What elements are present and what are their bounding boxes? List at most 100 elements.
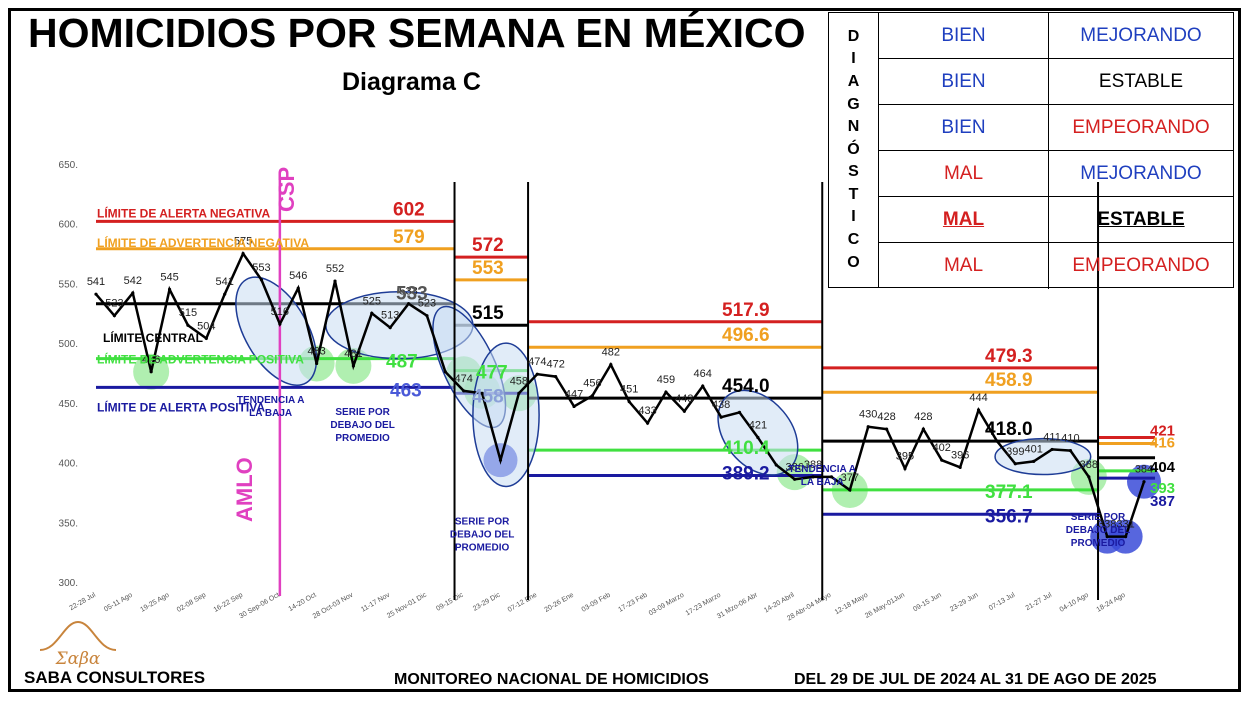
series-point [535, 372, 539, 376]
series-point [388, 326, 392, 330]
x-tick-label: 22-28 Jul [69, 591, 98, 612]
data-label: 516 [271, 306, 289, 318]
x-tick-label: 14-20 Oct [288, 592, 318, 613]
series-point [1068, 449, 1073, 453]
x-tick-label: 03-09 Feb [581, 592, 612, 614]
data-label: 575 [234, 236, 252, 248]
series-point [645, 421, 650, 425]
data-label: 395 [896, 451, 914, 463]
series-point [241, 251, 245, 256]
limit-value-label: 477 [476, 363, 508, 384]
series-point [351, 364, 356, 368]
limit-value-label: 377.1 [985, 482, 1033, 503]
data-label: 428 [914, 411, 932, 423]
x-tick-label: 31 Mzo-06 Abr [716, 591, 760, 620]
series-point [296, 286, 300, 290]
data-label: 483 [307, 345, 325, 357]
diagnostic-row: MAL ESTABLE [879, 197, 1233, 243]
x-tick-label: 28 Oct-03 Nov [312, 591, 355, 620]
diagnostic-table: DIAGNÓSTICO BIEN MEJORANDO BIEN ESTABLE BIEN… [828, 12, 1234, 289]
x-tick-label: 14-20 Abril [763, 591, 796, 614]
data-label: 545 [160, 271, 178, 283]
y-tick-label: 550. [59, 279, 78, 290]
diagnostic-status: BIEN [879, 105, 1049, 150]
limit-value-label: 389.2 [722, 463, 770, 484]
diagnostic-trend: ESTABLE [1097, 208, 1185, 230]
pattern-annotation: DEBAJO DEL [1066, 525, 1130, 536]
data-label: 388 [1080, 459, 1098, 471]
limit-value-label: 572 [472, 235, 504, 256]
limit-value-label: 463 [390, 380, 422, 401]
series-point [186, 323, 190, 327]
data-label: 546 [289, 270, 307, 282]
limit-value-label: 496.6 [722, 325, 770, 346]
series-point [976, 408, 981, 412]
pattern-annotation: PROMEDIO [1071, 538, 1126, 549]
pattern-annotation: LA BAJA [249, 408, 292, 419]
limit-value-label: 458.9 [985, 370, 1033, 391]
series-point [480, 391, 484, 395]
data-label: 541 [216, 276, 234, 288]
data-label: 444 [969, 392, 987, 404]
series-point [1013, 462, 1017, 466]
pattern-annotation: SERIE POR [1071, 512, 1126, 523]
series-point [149, 370, 153, 374]
limit-value-label: 418.0 [985, 419, 1033, 440]
series-point [94, 292, 98, 296]
series-point [866, 425, 870, 429]
data-label: 533 [399, 286, 417, 298]
x-tick-label: 23-29 Dic [472, 591, 502, 612]
data-label: 474 [528, 356, 546, 368]
diagnostic-trend: EMPEORANDO [1072, 116, 1210, 138]
legend-central: LÍMITE CENTRAL [103, 330, 203, 345]
limit-value-label: 517.9 [722, 300, 770, 321]
series-point [406, 302, 411, 306]
data-label: 377 [841, 472, 859, 484]
series-point [719, 415, 723, 419]
data-label: 338 [1098, 519, 1116, 531]
pattern-ellipse [472, 342, 540, 488]
data-label: 401 [1025, 443, 1043, 455]
series-point [829, 475, 834, 479]
legend-negative-alert: LÍMITE DE ALERTA NEGATIVA [97, 205, 270, 220]
series-point [1050, 447, 1054, 452]
data-label: 523 [418, 298, 436, 310]
limit-value-label: 458 [472, 386, 504, 407]
legend-positive-alert: LÍMITE DE ALERTA POSITIVA [97, 399, 265, 414]
limit-value-label: 553 [472, 258, 504, 279]
data-label: 411 [1043, 431, 1061, 443]
pattern-annotation: SERIE POR [335, 407, 390, 418]
data-label: 331 [1116, 519, 1134, 531]
data-label: 388 [804, 459, 822, 471]
pattern-annotation: LA BAJA [801, 477, 844, 488]
series-point [664, 390, 668, 394]
series-point [793, 477, 797, 481]
series-point [572, 404, 576, 409]
footer-date-range: DEL 29 DE JUL DE 2024 AL 31 DE AGO DE 20… [794, 671, 1157, 688]
diagnostic-trend: EMPEORANDO [1072, 255, 1210, 276]
series-point [315, 361, 319, 366]
data-label: 515 [179, 307, 197, 319]
limit-value-label: 387 [1150, 493, 1175, 510]
series-point [131, 291, 135, 295]
pattern-annotation: PROMEDIO [335, 433, 390, 444]
data-label: 459 [657, 374, 675, 386]
amlo-marker-label: AMLO [232, 457, 257, 522]
x-tick-label: 19-25 Ago [139, 592, 170, 614]
series-point [1142, 480, 1146, 484]
series-point [498, 458, 503, 462]
homicides-series-line [95, 251, 1146, 538]
diagnostic-trend: ESTABLE [1098, 70, 1184, 92]
series-point [167, 287, 172, 291]
diagnostic-vertical-label: DIAGNÓSTICO [829, 13, 879, 287]
x-tick-label: 30 Sep-06 Oct [238, 592, 281, 621]
limit-value-label: 393 [1150, 480, 1175, 497]
data-label: 384 [1135, 464, 1153, 476]
diagnostic-trend: MEJORANDO [1080, 162, 1202, 184]
data-label: 399 [1006, 446, 1024, 458]
x-tick-label: 16-22 Sep [213, 592, 245, 614]
x-tick-label: 23-29 Jun [949, 592, 980, 614]
series-point [958, 465, 962, 469]
limit-value-label: 356.7 [985, 506, 1033, 527]
x-tick-label: 07-12 Ene [507, 592, 539, 614]
